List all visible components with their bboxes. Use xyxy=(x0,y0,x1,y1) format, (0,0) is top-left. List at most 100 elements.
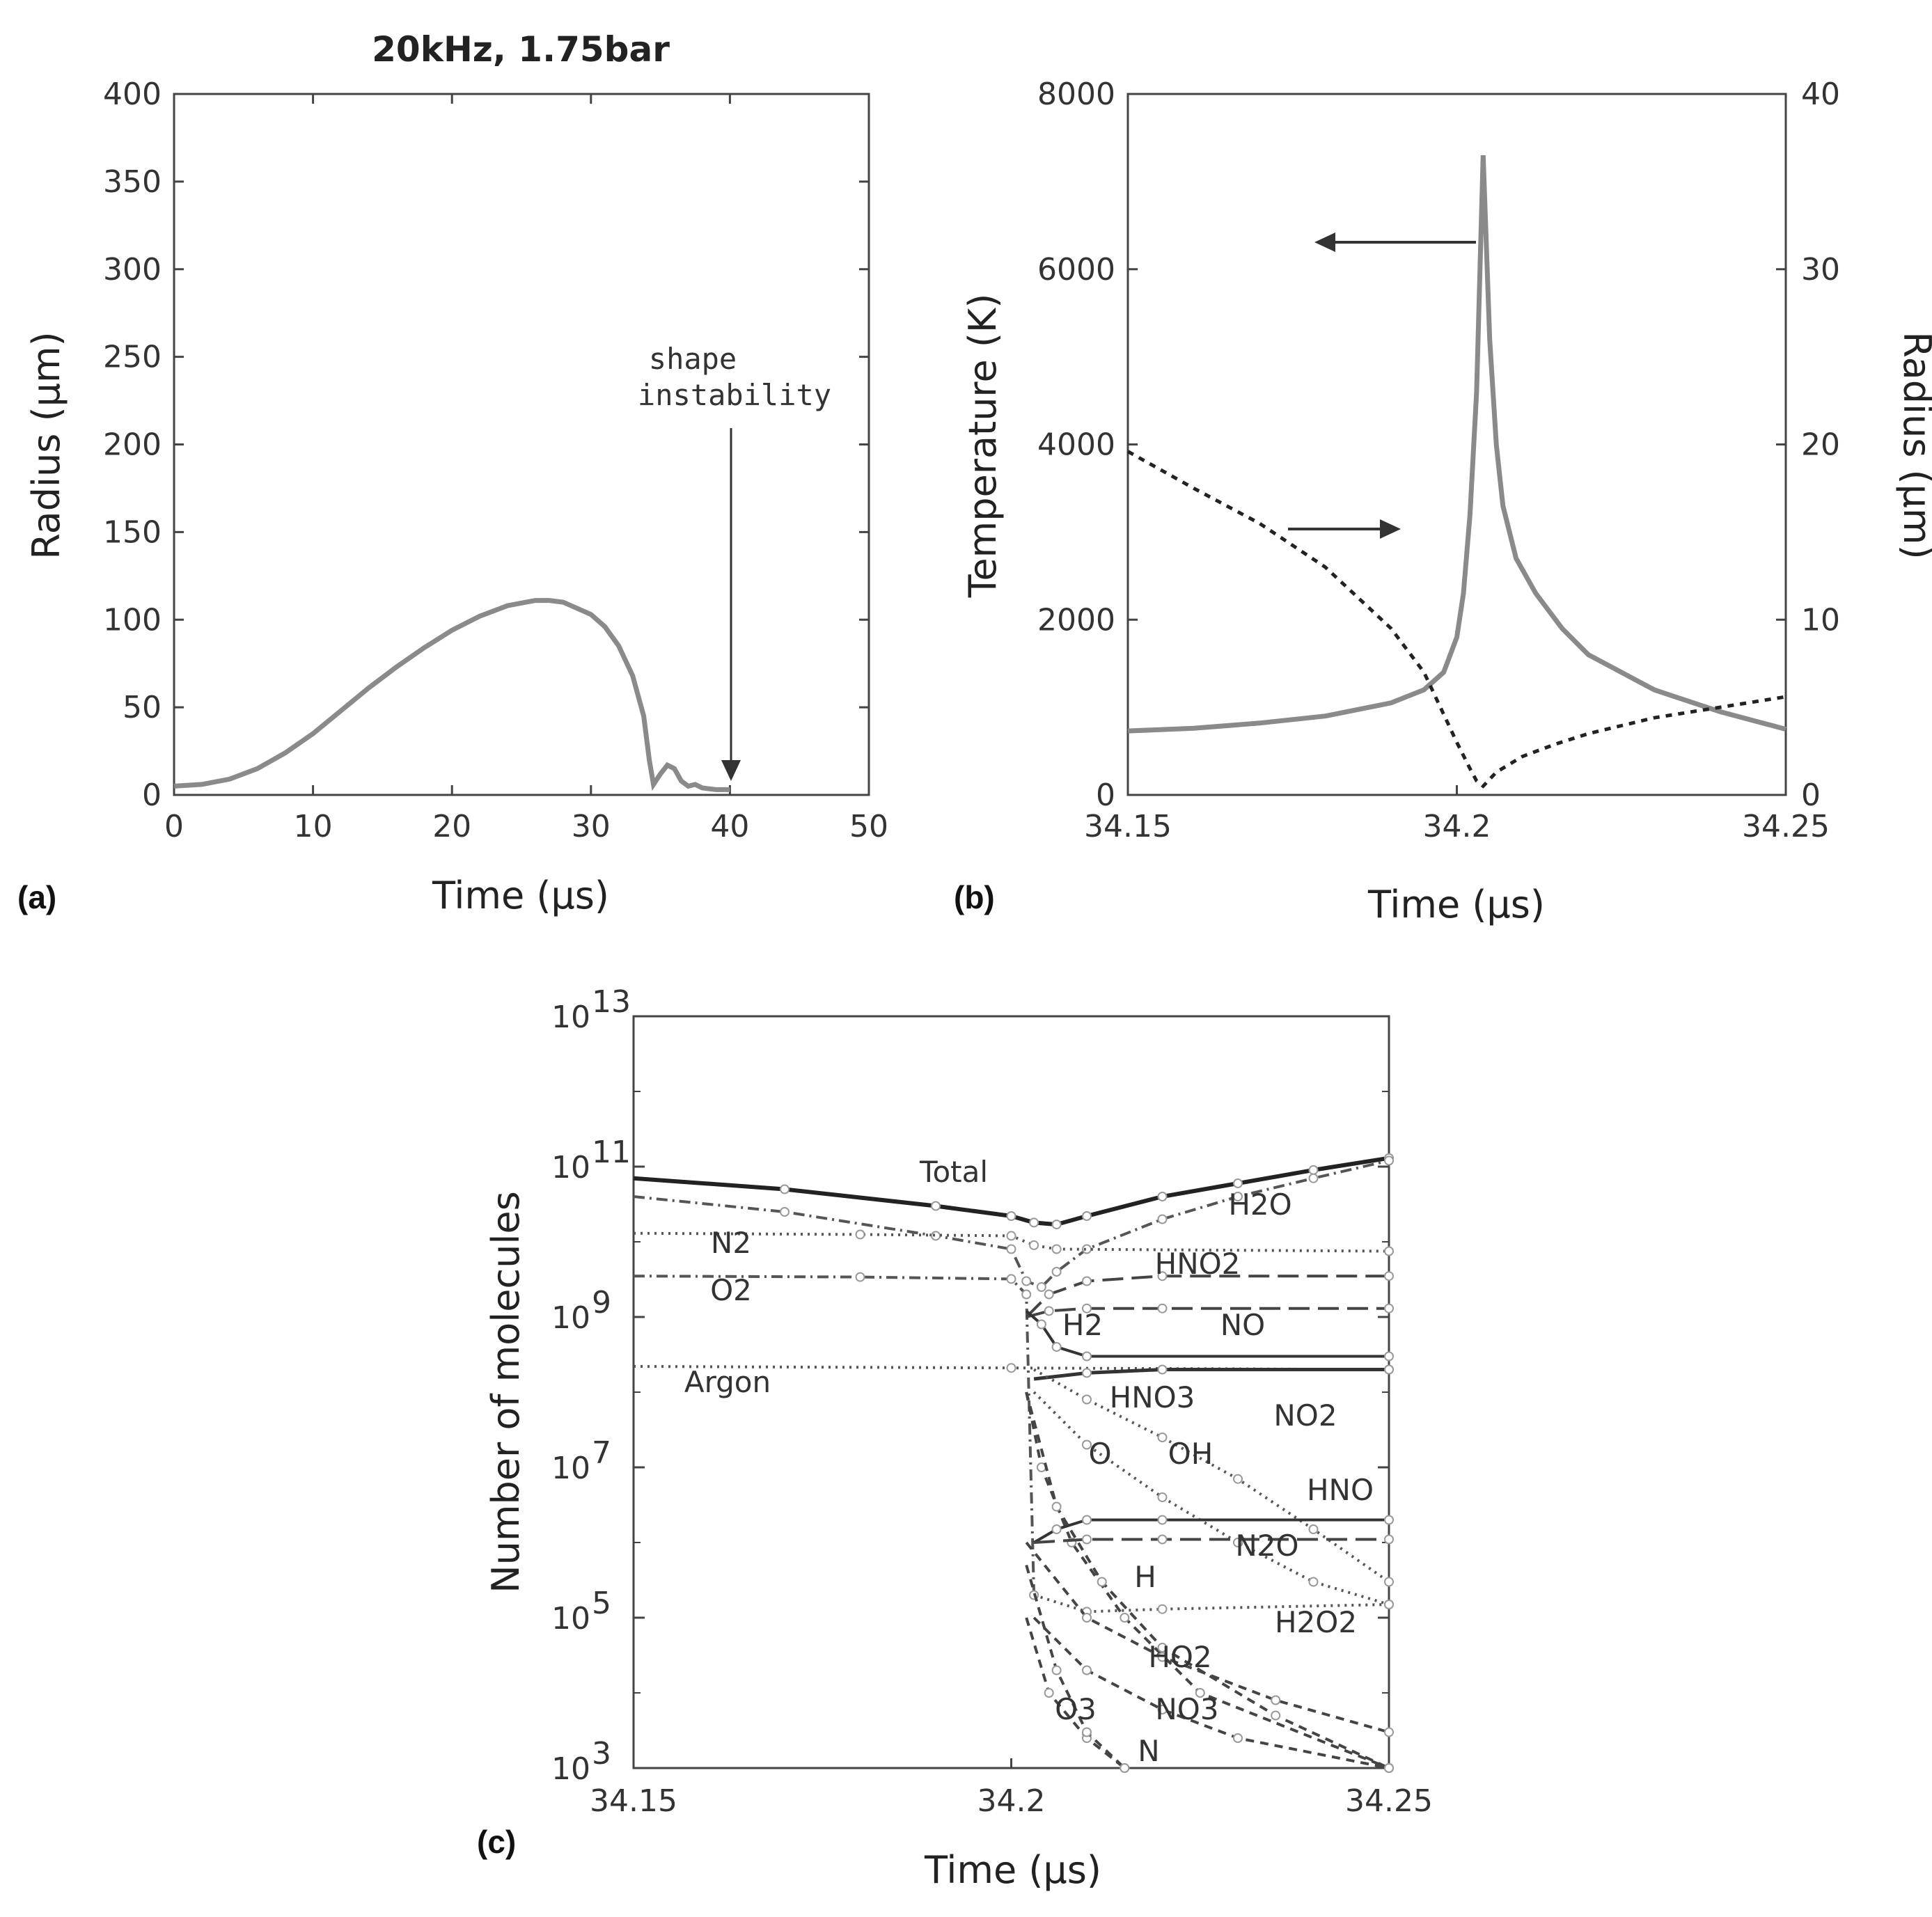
panel-a-y-tick-label: 400 xyxy=(103,77,162,112)
panel-c-series-marker xyxy=(1308,1577,1319,1587)
panel-c-series-marker xyxy=(855,1229,865,1240)
panel-a-y-tick-label: 150 xyxy=(103,514,162,550)
panel-a-title: 20kHz, 1.75bar xyxy=(372,29,670,70)
panel-b-y-tick-label: 6000 xyxy=(1037,252,1115,287)
panel-c-y-tick-label: 10 xyxy=(551,1150,590,1185)
panel-c-series-label-no2: NO2 xyxy=(1273,1398,1337,1433)
panel-c-x-tick-label: 34.15 xyxy=(590,1783,677,1819)
panel-c-series-marker xyxy=(1157,1433,1168,1442)
panel-c-series-marker xyxy=(1157,1652,1168,1662)
panel-c-series-marker xyxy=(1233,1733,1243,1743)
panel-c-series-marker xyxy=(1233,1474,1243,1484)
panel-b-x-tick-label: 34.15 xyxy=(1084,809,1172,844)
panel-c-series-h2o2-line xyxy=(1033,1593,1390,1614)
panel-c-series-marker xyxy=(1082,1276,1092,1286)
panel-c-series-marker xyxy=(931,1201,941,1211)
panel-c-series-marker xyxy=(1384,1727,1394,1737)
panel-c-series-marker xyxy=(1006,1274,1016,1284)
panel-c-series-marker xyxy=(1271,1695,1281,1705)
panel-c-series-marker xyxy=(1157,1604,1168,1614)
panel-c-series-marker xyxy=(1082,1351,1092,1362)
panel-b-right-y-tick-label: 40 xyxy=(1801,77,1840,112)
panel-c-y-tick-exponent: 3 xyxy=(592,1736,611,1772)
panel-c-series-n2o-line xyxy=(1033,1538,1389,1544)
panel-a-x-tick-label: 20 xyxy=(432,809,471,844)
panel-c-y-tick-exponent: 5 xyxy=(592,1586,611,1621)
panel-c-x-tick-label: 34.2 xyxy=(977,1783,1046,1819)
panel-b-y-tick-label: 0 xyxy=(1096,778,1115,813)
panel-c-series-label-total: Total xyxy=(919,1155,988,1189)
panel-c-series-marker xyxy=(1384,1600,1394,1609)
panel-c-series-marker xyxy=(1157,1192,1168,1201)
panel-c-series-marker xyxy=(1044,1306,1054,1316)
panel-c-series-marker xyxy=(1120,1763,1130,1773)
panel-c-series-marker xyxy=(1082,1515,1092,1525)
panel-c-series-marker xyxy=(1036,1319,1046,1330)
panel-c-series-label-ho2: HO2 xyxy=(1148,1640,1211,1674)
panel-c-series-marker xyxy=(1157,1364,1168,1375)
panel-c-y-tick-exponent: 7 xyxy=(592,1435,611,1471)
panel-b-x-tick-label: 34.2 xyxy=(1423,809,1491,844)
panel-a-annotation-line2: instability xyxy=(638,378,831,412)
panel-a-x-tick-label: 30 xyxy=(572,809,611,844)
panel-c-series-o2-line xyxy=(633,1275,1036,1595)
panel-c-series-marker xyxy=(1021,1289,1032,1300)
panel-c-y-tick-exponent: 11 xyxy=(592,1135,631,1170)
panel-c-series-marker xyxy=(1036,1282,1046,1292)
panel-b-chart: 34.15 34.2 34.2502000400060008000010203040… xyxy=(954,77,1932,926)
panel-c-series-marker xyxy=(1051,1267,1062,1277)
panel-c-series-label-o3: O3 xyxy=(1055,1692,1097,1726)
panel-a-y-tick-label: 50 xyxy=(123,690,162,725)
panel-b-right-axis-label: Radius (µm) xyxy=(1895,331,1932,559)
panel-c-series-marker xyxy=(1082,1727,1092,1737)
panel-c-series-marker xyxy=(1384,1763,1394,1773)
panel-a-y-tick-label: 350 xyxy=(103,164,162,200)
panel-c-series-label-oh: OH xyxy=(1168,1437,1214,1471)
panel-c-series-marker xyxy=(1157,1303,1168,1314)
panel-c-series-label-o2: O2 xyxy=(710,1273,752,1307)
panel-c-series-label-hno: HNO xyxy=(1307,1473,1374,1507)
panel-c-series-o-line xyxy=(1025,1391,1390,1769)
panel-b-temperature-line xyxy=(1127,155,1786,734)
panel-c-series-marker xyxy=(1157,1534,1168,1545)
panel-b-right-y-tick-label: 30 xyxy=(1801,252,1840,287)
panel-b-y-tick-label: 4000 xyxy=(1037,427,1115,463)
panel-c-series-marker xyxy=(1051,1665,1062,1675)
panel-b-arrowhead-right xyxy=(1380,519,1401,539)
panel-c-series-marker xyxy=(1233,1192,1243,1201)
panel-c-series-marker xyxy=(1384,1351,1394,1362)
panel-c-series-marker xyxy=(1082,1211,1092,1221)
panel-c-series-label-hno2: HNO2 xyxy=(1155,1247,1241,1281)
panel-a-x-tick-label: 10 xyxy=(294,809,333,844)
panel-c-series-o3-line xyxy=(1025,1617,1126,1769)
panel-c-series-marker xyxy=(1384,1515,1394,1525)
panel-c-y-tick-label: 10 xyxy=(551,1601,590,1636)
panel-c-series-no2-line xyxy=(1033,1368,1389,1381)
panel-c-series-marker xyxy=(1006,1231,1016,1241)
panel-c-series-marker xyxy=(1157,1515,1168,1525)
panel-b-letter: (b) xyxy=(954,879,995,915)
panel-c-series-marker xyxy=(1233,1178,1243,1188)
panel-c-series-label-n: N xyxy=(1138,1734,1159,1768)
panel-c-series-marker xyxy=(1384,1271,1394,1281)
panel-c-series-marker xyxy=(1082,1244,1092,1254)
panel-c-series-marker xyxy=(1120,1613,1130,1623)
panel-a-x-tick-label: 40 xyxy=(710,809,749,844)
panel-c-series-marker xyxy=(1384,1534,1394,1545)
panel-b-left-axis-label: Temperature (K) xyxy=(961,294,1005,599)
panel-c-series-label-n2o: N2O xyxy=(1235,1529,1298,1563)
panel-c-series-marker xyxy=(1308,1524,1319,1534)
panel-c-series-label-n2: N2 xyxy=(711,1226,751,1260)
panel-c-series-marker xyxy=(1271,1710,1281,1721)
panel-b-radius-line xyxy=(1126,450,1786,789)
panel-c-series-marker xyxy=(1384,1155,1394,1166)
panel-a-x-tick-label: 50 xyxy=(849,809,888,844)
panel-a-y-tick-label: 300 xyxy=(103,252,162,287)
panel-c-series-n2-line xyxy=(633,1231,1390,1253)
panel-a-chart: 20kHz, 1.75bar 0 10 20 30 40 50 0 50 100 150 200 25… xyxy=(17,29,888,917)
panel-c-series-marker xyxy=(1082,1613,1092,1623)
panel-c-series-marker xyxy=(1082,1534,1092,1545)
panel-c-letter: (c) xyxy=(477,1824,516,1860)
panel-c-y-tick-label: 10 xyxy=(551,1000,590,1035)
